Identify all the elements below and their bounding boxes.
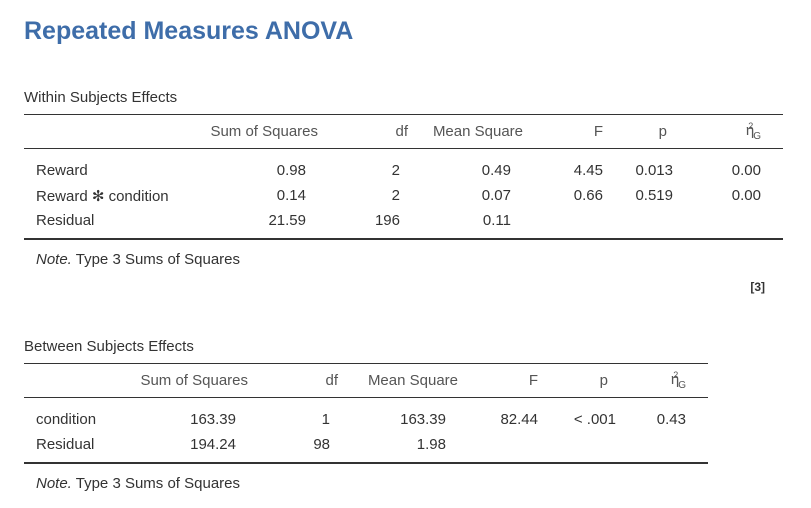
sum-of-squares-cell: 0.14 [276, 187, 306, 204]
table-header-row: Sum of Squares df Mean Square F p η2G [24, 114, 783, 149]
within-table-title: Within Subjects Effects [24, 89, 178, 106]
df-cell: 2 [391, 162, 400, 179]
table-row: Residual 194.24 98 1.98 [24, 432, 708, 463]
p-cell: 0.013 [635, 162, 673, 179]
header-sum-of-squares: Sum of Squares [140, 372, 248, 389]
between-subjects-table: Sum of Squares df Mean Square F p η2G co… [24, 363, 708, 464]
header-df: df [395, 123, 408, 140]
p-cell: 0.519 [635, 187, 673, 204]
mean-square-cell: 163.39 [400, 411, 446, 428]
header-mean-square: Mean Square [367, 372, 458, 389]
df-cell: 196 [374, 212, 400, 229]
table-row: Residual 21.59 196 0.11 [24, 208, 783, 239]
f-cell [529, 208, 609, 239]
sum-of-squares-cell: 0.98 [276, 162, 306, 179]
within-note: Note. Type 3 Sums of Squares [36, 251, 241, 268]
f-cell: 82.44 [500, 411, 538, 428]
reference-marker: [3] [750, 280, 765, 294]
header-mean-square: Mean Square [432, 123, 523, 140]
page-title: Repeated Measures ANOVA [24, 17, 354, 45]
eta-squared-cell: 0.00 [731, 162, 761, 179]
mean-square-cell: 1.98 [416, 436, 446, 453]
eta-squared-cell [634, 432, 708, 463]
term-cell: Residual [36, 436, 95, 453]
between-table-title: Between Subjects Effects [24, 338, 194, 355]
between-note: Note. Type 3 Sums of Squares [36, 475, 241, 492]
df-cell: 98 [313, 436, 330, 453]
term-cell: condition [36, 411, 97, 428]
header-p: p [658, 123, 667, 140]
f-cell [464, 432, 544, 463]
f-cell: 4.45 [573, 162, 603, 179]
header-f: F [593, 123, 603, 140]
df-cell: 2 [391, 187, 400, 204]
header-df: df [325, 372, 338, 389]
p-cell [544, 432, 634, 463]
f-cell: 0.66 [573, 187, 603, 204]
eta-squared-cell: 0.43 [656, 411, 686, 428]
sum-of-squares-cell: 21.59 [268, 212, 306, 229]
header-term [24, 115, 194, 149]
mean-square-cell: 0.11 [482, 212, 511, 229]
term-cell: Reward [36, 162, 88, 179]
df-cell: 1 [321, 411, 330, 428]
header-eta-squared-g: η2G [745, 121, 761, 142]
eta-squared-cell [689, 208, 783, 239]
term-cell: Residual [36, 212, 95, 229]
table-row: Reward ✻ condition 0.14 2 0.07 0.66 0.519 0.00 [24, 183, 783, 208]
eta-squared-cell: 0.00 [731, 187, 761, 204]
table-header-row: Sum of Squares df Mean Square F p η2G [24, 363, 708, 398]
sum-of-squares-cell: 194.24 [190, 436, 236, 453]
table-row: Reward 0.98 2 0.49 4.45 0.013 0.00 [24, 149, 783, 184]
header-p: p [599, 372, 608, 389]
header-term [24, 364, 119, 398]
header-f: F [528, 372, 538, 389]
header-eta-squared-g: η2G [670, 370, 686, 391]
table-row: condition 163.39 1 163.39 82.44 < .001 0.43 [24, 398, 708, 433]
mean-square-cell: 0.49 [481, 162, 511, 179]
within-subjects-table: Sum of Squares df Mean Square F p η2G Re… [24, 114, 783, 240]
mean-square-cell: 0.07 [481, 187, 511, 204]
header-sum-of-squares: Sum of Squares [210, 123, 318, 140]
p-cell: < .001 [573, 411, 616, 428]
p-cell [609, 208, 689, 239]
sum-of-squares-cell: 163.39 [190, 411, 236, 428]
term-cell: Reward ✻ condition [36, 187, 169, 205]
